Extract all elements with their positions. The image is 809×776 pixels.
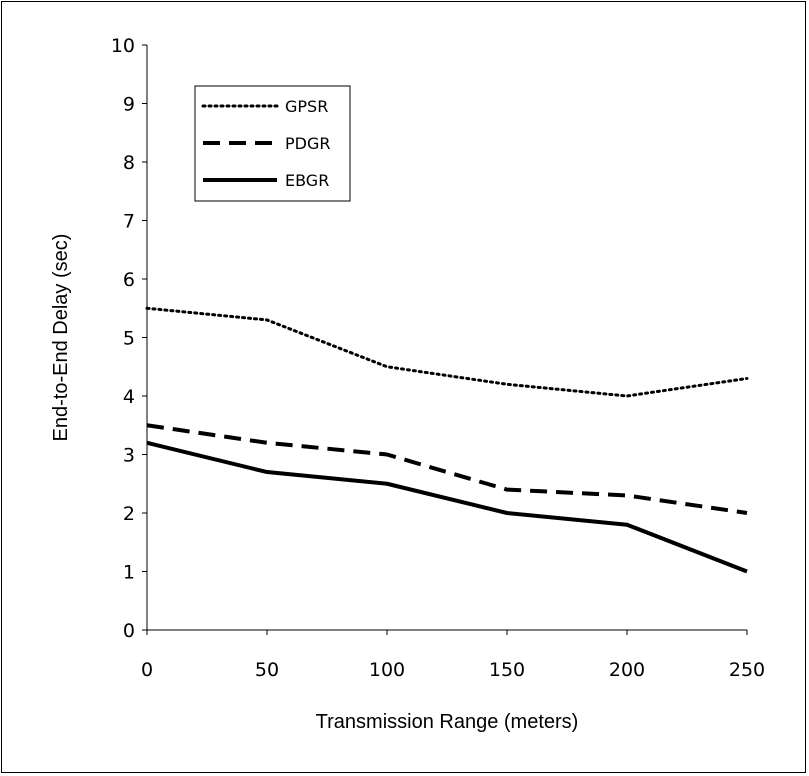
x-ticks: 0 50 100 150 200 250 — [141, 630, 765, 681]
series-line-gpsr — [145, 306, 749, 398]
y-tick-label: 4 — [123, 386, 135, 408]
legend-label-pdgr: PDGR — [285, 134, 330, 153]
y-tick-label: 5 — [123, 328, 135, 350]
y-tick-label: 6 — [123, 269, 135, 291]
y-tick-label: 8 — [123, 152, 135, 174]
series-line-ebgr — [146, 440, 748, 574]
y-tick-label: 2 — [123, 503, 135, 525]
series-line-pdgr — [146, 423, 748, 515]
y-axis-title: End-to-End Delay (sec) — [50, 234, 72, 442]
legend-label-gpsr: GPSR — [285, 97, 328, 116]
y-tick-label: 3 — [123, 445, 135, 467]
series-layer — [145, 306, 749, 574]
x-tick-label: 0 — [141, 659, 153, 681]
y-tick-label: 7 — [123, 211, 135, 233]
legend-label-ebgr: EBGR — [285, 171, 329, 190]
x-tick-label: 200 — [609, 659, 645, 681]
x-tick-label: 50 — [255, 659, 279, 681]
y-tick-label: 1 — [123, 562, 135, 584]
x-axis-title: Transmission Range (meters) — [316, 711, 579, 733]
x-tick-label: 250 — [729, 659, 765, 681]
y-tick-label: 9 — [123, 94, 135, 116]
y-ticks: 0 1 2 3 4 5 6 7 8 9 10 — [111, 35, 147, 642]
y-tick-label: 0 — [123, 620, 135, 642]
x-tick-label: 150 — [489, 659, 525, 681]
legend: GPSR PDGR EBGR — [194, 85, 351, 202]
x-tick-label: 100 — [369, 659, 405, 681]
y-tick-label: 10 — [111, 35, 135, 57]
